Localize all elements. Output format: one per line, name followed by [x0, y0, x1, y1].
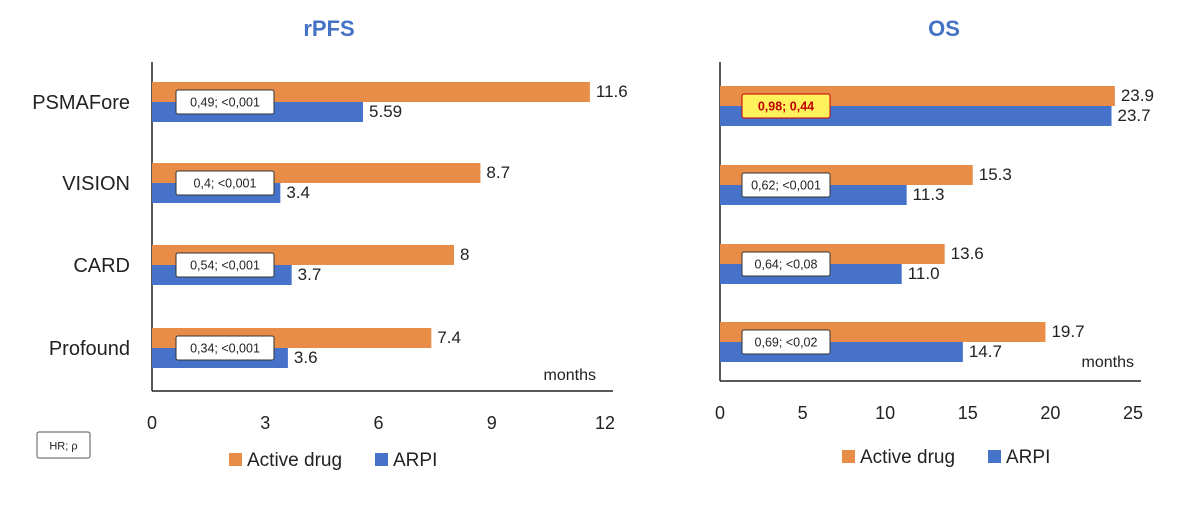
hr-p-key: HR; ρ — [36, 431, 91, 459]
legend-swatch-arpi — [375, 453, 388, 466]
legend: Active drug ARPI — [842, 447, 1050, 468]
bar-value-label: 15.3 — [979, 165, 1012, 184]
chart-panel-os: OS 0 5 10 15 20 25 months 23.923.7 0,98; 0,44 15.3… — [715, 16, 1154, 468]
bar-value-label: 11.6 — [596, 82, 628, 101]
legend-label-arpi: ARPI — [1006, 447, 1050, 468]
hr-annotation-box — [175, 89, 275, 115]
bar-value-label: 11.3 — [913, 185, 945, 204]
bar-value-label: 3.4 — [286, 183, 310, 202]
hr-annotation-text: 0,54; <0,001 — [190, 259, 260, 273]
chart-title: OS — [928, 16, 960, 41]
bar-value-label: 5.59 — [369, 102, 402, 121]
hr-annotation-box — [741, 93, 831, 119]
unit-label: months — [544, 367, 596, 384]
hr-annotation-text: 0,34; <0,001 — [190, 342, 260, 356]
legend-label-active-drug: Active drug — [860, 447, 955, 468]
hr-p-key-box — [36, 431, 91, 459]
category-label: Profound — [49, 338, 130, 360]
bar-value-label: 3.6 — [294, 348, 318, 367]
hr-annotation-text: 0,49; <0,001 — [190, 96, 260, 110]
x-tick-label: 0 — [715, 403, 725, 423]
x-tick-label: 10 — [875, 403, 895, 423]
x-tick-label: 3 — [260, 413, 270, 433]
bar-value-label: 11.0 — [908, 264, 940, 283]
hr-annotation-text: 0,64; <0,08 — [755, 258, 818, 272]
hr-p-key-label: HR; ρ — [49, 441, 77, 453]
hr-annotation-box — [175, 252, 275, 278]
hr-annotation-box — [741, 251, 831, 277]
bar-value-label: 19.7 — [1051, 322, 1084, 341]
hr-annotation-text: 0,4; <0,001 — [194, 177, 257, 191]
x-tick-label: 25 — [1123, 403, 1143, 423]
bar-value-label: 3.7 — [298, 265, 322, 284]
hr-annotation-text: 0,69; <0,02 — [755, 336, 818, 350]
hr-annotation-box — [175, 170, 275, 196]
x-tick-label: 0 — [147, 413, 157, 433]
bar-value-label: 14.7 — [969, 342, 1002, 361]
legend-swatch-arpi — [988, 450, 1001, 463]
x-tick-label: 6 — [373, 413, 383, 433]
chart-panel-rpfs: rPFS 0 3 6 9 12 months PSMAFore 11.6 5.59 0,49; <0… — [32, 16, 628, 471]
hr-annotation-box — [175, 335, 275, 361]
bar-value-label: 13.6 — [951, 244, 984, 263]
legend-swatch-active-drug — [229, 453, 242, 466]
hr-annotation-box — [741, 329, 831, 355]
legend-label-active-drug: Active drug — [247, 450, 342, 471]
x-tick-label: 15 — [958, 403, 978, 423]
bar-value-label: 7.4 — [437, 328, 461, 347]
bar-value-label: 23.7 — [1118, 106, 1151, 125]
legend: Active drug ARPI — [229, 450, 437, 471]
x-tick-label: 20 — [1040, 403, 1060, 423]
x-tick-label: 9 — [487, 413, 497, 433]
category-label: VISION — [62, 173, 130, 195]
unit-label: months — [1082, 354, 1134, 371]
x-tick-label: 5 — [798, 403, 808, 423]
chart-title: rPFS — [303, 16, 354, 41]
hr-annotation-text: 0,62; <0,001 — [751, 179, 821, 193]
hr-annotation-text: 0,98; 0,44 — [758, 100, 814, 114]
bar-value-label: 23.9 — [1121, 86, 1154, 105]
x-tick-label: 12 — [595, 413, 615, 433]
category-label: PSMAFore — [32, 92, 130, 114]
category-label: CARD — [73, 255, 130, 277]
bar-value-label: 8.7 — [486, 163, 510, 182]
hr-annotation-box — [741, 172, 831, 198]
bar-value-label: 8 — [460, 245, 469, 264]
legend-swatch-active-drug — [842, 450, 855, 463]
legend-label-arpi: ARPI — [393, 450, 437, 471]
